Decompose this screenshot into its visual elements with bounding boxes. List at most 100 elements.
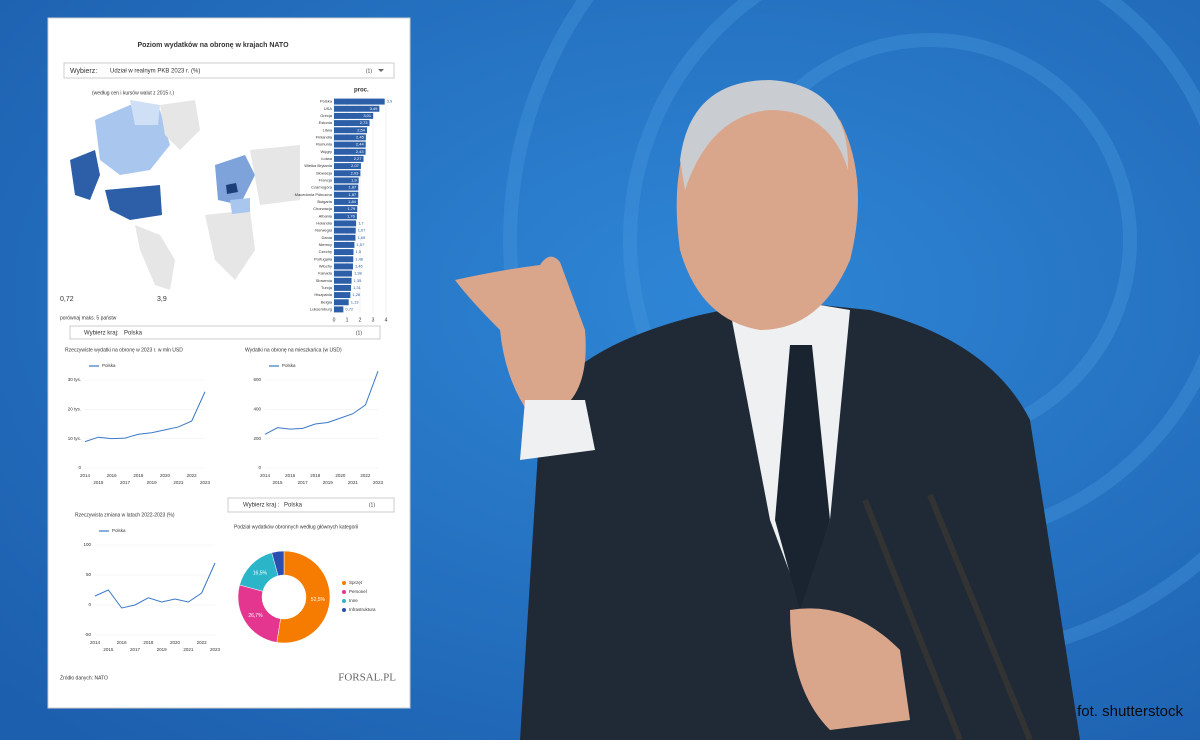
value-label: 2,27: [354, 156, 363, 161]
category-label: Łotwa: [321, 156, 332, 161]
country-dropdown-count: (1): [356, 330, 362, 336]
category-label: Węgry: [320, 149, 332, 154]
bar: [334, 249, 354, 256]
value-label: 2,45: [356, 134, 365, 139]
value-label: 1,57: [356, 242, 365, 247]
bar: [334, 263, 353, 270]
category-label: Rumunia: [316, 142, 333, 147]
y-tick-label: 0: [78, 465, 81, 470]
y-tick-label: 0: [88, 602, 91, 607]
category-label: Polska: [320, 99, 333, 104]
x-tick-label: 2017: [298, 480, 309, 485]
category-label: Grecja: [320, 113, 333, 118]
world-map: [70, 100, 300, 290]
value-label: 1,84: [348, 199, 357, 204]
category-label: Turcja: [321, 285, 333, 290]
category-label: Estonia: [319, 120, 333, 125]
x-tick-label: 2015: [93, 480, 104, 485]
x-tick-label: 2016: [117, 640, 128, 645]
axis-title: proc.: [354, 88, 369, 94]
legend-label: Personel: [349, 589, 367, 594]
x-tick-label: 2014: [90, 640, 101, 645]
country-dropdown-label: Wybierz kraj:: [84, 331, 119, 337]
value-label: 2,54: [357, 127, 366, 132]
x-tick-label: 1: [346, 317, 349, 323]
category-label: Albania: [319, 213, 333, 218]
bar: [334, 227, 356, 234]
bar: [334, 220, 357, 227]
bar: [334, 241, 355, 248]
legend-swatch: [342, 581, 346, 585]
map-min: 0,72: [60, 296, 74, 303]
category-label: Finlandia: [316, 134, 333, 139]
bar: [334, 213, 357, 220]
value-label: 1,5: [356, 249, 362, 254]
category-label: Holandia: [316, 220, 333, 225]
category-label: Dania: [322, 235, 333, 240]
compare-note: porównaj maks. 5 państw: [60, 315, 117, 321]
x-tick-label: 2: [359, 317, 362, 323]
x-tick-label: 2023: [210, 647, 221, 652]
x-tick-label: 4: [385, 317, 388, 323]
bar: [334, 98, 385, 105]
x-tick-label: 2022: [197, 640, 208, 645]
country-dropdown-2-count: (1): [369, 502, 375, 508]
category-label: Portugalia: [314, 256, 333, 261]
category-label: Luksemburg: [310, 306, 332, 311]
bar: [334, 134, 366, 141]
series-line: [264, 371, 379, 435]
category-label: Czechy: [319, 249, 332, 254]
bar: [334, 163, 361, 170]
category-label: Słowacja: [316, 170, 333, 175]
panel-title: Poziom wydatków na obronę w krajach NATO: [137, 42, 289, 49]
speaker: [455, 80, 1080, 742]
category-label: Belgia: [321, 299, 333, 304]
x-tick-label: 2019: [147, 480, 158, 485]
y-tick-label: 600: [253, 377, 261, 382]
bar: [334, 155, 364, 162]
map-max: 3,9: [157, 296, 167, 303]
bar: [334, 184, 359, 191]
slice-label: 16,5%: [253, 570, 268, 576]
x-tick-label: 2021: [173, 480, 184, 485]
category-label: Hiszpania: [314, 292, 332, 297]
legend-swatch: [342, 590, 346, 594]
legend-label: Infrastruktura: [349, 607, 376, 612]
x-tick-label: 2023: [373, 480, 384, 485]
country-dropdown[interactable]: [69, 325, 381, 340]
x-tick-label: 2014: [80, 473, 91, 478]
legend-label: Polska: [112, 528, 126, 533]
x-tick-label: 2018: [310, 473, 321, 478]
country-dropdown-2[interactable]: [227, 497, 395, 513]
legend-label: Polska: [102, 363, 116, 368]
value-label: 3,01: [363, 113, 372, 118]
dropdown[interactable]: [63, 62, 395, 79]
category-label: Francja: [319, 177, 333, 182]
x-tick-label: 2015: [273, 480, 284, 485]
value-label: 1,87: [349, 185, 358, 190]
category-label: Kanada: [318, 271, 333, 276]
x-tick-label: 2019: [157, 647, 168, 652]
x-tick-label: 2016: [107, 473, 118, 478]
x-tick-label: 2018: [133, 473, 144, 478]
y-tick-label: 50: [86, 572, 92, 577]
country-dropdown-value: Polska: [124, 331, 143, 337]
value-label: 1,67: [358, 228, 367, 233]
y-tick-label: 10 tys.: [68, 436, 81, 441]
x-tick-label: 2017: [130, 647, 141, 652]
x-tick-label: 2018: [143, 640, 154, 645]
bar: [334, 306, 344, 313]
bar: [334, 234, 356, 241]
y-tick-label: 20 tys.: [68, 407, 81, 412]
chart-title: Rzeczywista zmiana w latach 2022-2023 (%…: [75, 512, 175, 518]
value-label: 1,35: [354, 278, 363, 283]
value-label: 0,72: [345, 306, 354, 311]
value-label: 1,79: [347, 206, 356, 211]
x-tick-label: 2021: [348, 480, 359, 485]
bar: [334, 170, 361, 177]
bar: [334, 120, 370, 127]
value-label: 1,26: [352, 292, 361, 297]
x-tick-label: 2020: [170, 640, 181, 645]
